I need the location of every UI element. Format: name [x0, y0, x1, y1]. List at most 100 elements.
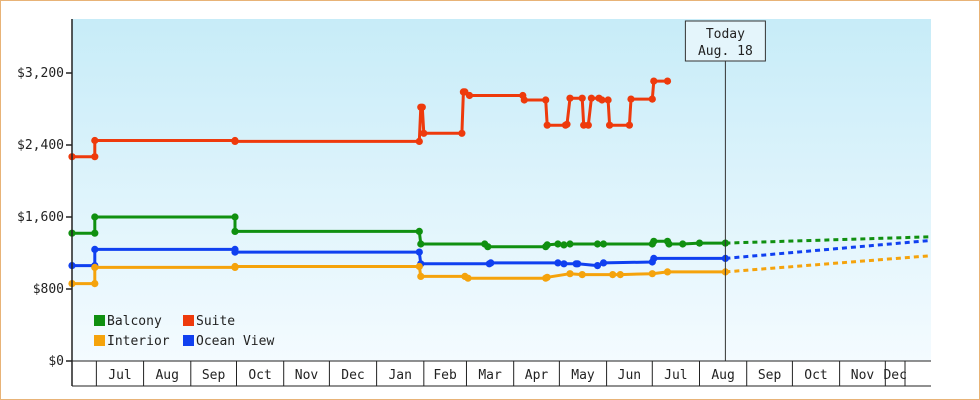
data-point-ocean-view	[650, 254, 658, 262]
data-point-balcony	[91, 213, 99, 221]
data-point-interior	[566, 270, 574, 278]
data-point-balcony	[231, 227, 239, 235]
y-tick-label: $3,200	[17, 66, 64, 81]
legend-swatch-balcony	[94, 315, 105, 326]
y-tick-label: $1,600	[17, 210, 64, 225]
data-point-interior	[578, 271, 586, 279]
x-tick-label: Jul	[664, 368, 687, 383]
data-point-ocean-view	[415, 248, 423, 256]
y-tick-label: $2,400	[17, 138, 64, 153]
data-point-balcony	[695, 239, 704, 247]
x-tick-label: Jul	[108, 368, 131, 383]
x-tick-label: Nov	[295, 368, 319, 383]
data-point-interior	[415, 262, 423, 271]
data-point-ocean-view	[487, 259, 495, 267]
legend-swatch-interior	[94, 335, 105, 346]
data-point-balcony	[650, 237, 658, 245]
data-point-suite	[584, 121, 592, 129]
forecast-line-ocean-view	[725, 238, 932, 260]
data-point-interior	[663, 268, 672, 276]
data-point-suite	[627, 95, 635, 103]
x-tick-label: Sep	[202, 368, 226, 383]
data-point-suite	[420, 129, 428, 137]
data-point-suite	[415, 137, 423, 145]
data-point-suite	[91, 136, 99, 145]
data-point-balcony	[554, 240, 562, 248]
today-date: Aug. 18	[698, 44, 753, 59]
data-point-suite	[650, 77, 658, 85]
x-tick-label: Oct	[804, 368, 827, 383]
y-tick-label: $0	[48, 354, 64, 369]
data-point-interior	[609, 271, 617, 279]
data-point-suite	[458, 129, 466, 137]
x-tick-label: May	[571, 368, 595, 383]
forecast-line-interior	[725, 254, 932, 274]
x-tick-label: Jan	[388, 368, 411, 383]
data-point-ocean-view	[231, 248, 239, 256]
x-tick-label: Dec	[883, 368, 906, 383]
x-tick-label: Oct	[248, 368, 271, 383]
data-point-balcony	[599, 240, 608, 248]
x-tick-label: Aug	[711, 368, 734, 383]
data-point-balcony	[91, 229, 99, 237]
data-point-suite	[663, 77, 672, 85]
legend-label-interior: Interior	[107, 334, 170, 349]
data-point-suite	[587, 94, 596, 102]
data-point-interior	[648, 270, 656, 278]
legend-swatch-ocean-view	[183, 335, 194, 346]
today-label: Today	[706, 27, 745, 42]
data-point-interior	[616, 271, 624, 279]
x-tick-label: Sep	[758, 368, 782, 383]
data-point-suite	[578, 94, 586, 102]
data-point-ocean-view	[91, 245, 99, 253]
legend-label-ocean-view: Ocean View	[196, 334, 274, 349]
data-point-balcony	[560, 241, 568, 249]
forecast-line-balcony	[725, 235, 932, 245]
today-box	[684, 20, 766, 62]
x-tick-label: Apr	[525, 368, 549, 383]
data-point-ocean-view	[560, 260, 568, 268]
data-point-suite	[563, 120, 571, 128]
data-point-balcony	[593, 240, 602, 248]
data-point-suite	[542, 96, 550, 104]
data-point-ocean-view	[593, 262, 602, 270]
data-point-suite	[566, 94, 574, 102]
data-point-suite	[520, 96, 528, 104]
x-tick-label: Aug	[155, 368, 178, 383]
data-point-interior	[417, 272, 425, 280]
data-point-suite	[606, 121, 614, 129]
legend-swatch-suite	[183, 315, 194, 326]
data-point-suite	[543, 121, 551, 129]
data-point-suite	[231, 137, 239, 145]
data-point-suite	[91, 153, 99, 161]
data-point-interior	[464, 274, 472, 282]
data-point-interior	[91, 280, 99, 288]
data-point-balcony	[543, 241, 551, 249]
x-tick-label: Dec	[341, 368, 364, 383]
data-point-suite	[598, 96, 606, 104]
data-point-ocean-view	[599, 259, 608, 267]
data-point-balcony	[679, 240, 687, 248]
legend-label-suite: Suite	[196, 314, 235, 329]
x-tick-label: Mar	[478, 368, 502, 383]
data-point-balcony	[417, 240, 425, 248]
data-point-interior	[231, 262, 239, 271]
data-point-ocean-view	[574, 260, 582, 268]
data-point-suite	[604, 96, 612, 104]
data-point-ocean-view	[554, 259, 562, 267]
data-point-suite	[625, 121, 634, 129]
data-point-balcony	[231, 213, 239, 221]
data-point-interior	[543, 273, 551, 281]
legend-label-balcony: Balcony	[107, 314, 162, 329]
plot-background	[72, 19, 931, 361]
y-tick-label: $800	[33, 282, 64, 297]
data-point-suite	[648, 95, 656, 103]
data-point-interior	[91, 263, 99, 271]
series-line-interior	[72, 265, 726, 286]
series-line-ocean-view	[72, 247, 726, 268]
data-point-balcony	[665, 240, 673, 248]
data-point-suite	[418, 103, 426, 111]
data-point-balcony	[415, 227, 423, 235]
